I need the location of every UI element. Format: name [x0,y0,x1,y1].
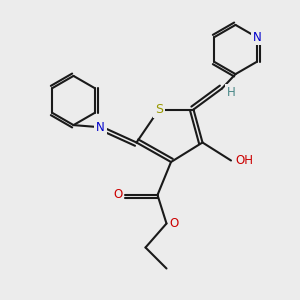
Text: N: N [252,31,261,44]
Text: N: N [96,121,105,134]
Text: S: S [155,103,163,116]
Text: H: H [227,85,236,99]
Text: OH: OH [236,154,253,167]
Text: O: O [169,217,178,230]
Text: O: O [113,188,122,202]
